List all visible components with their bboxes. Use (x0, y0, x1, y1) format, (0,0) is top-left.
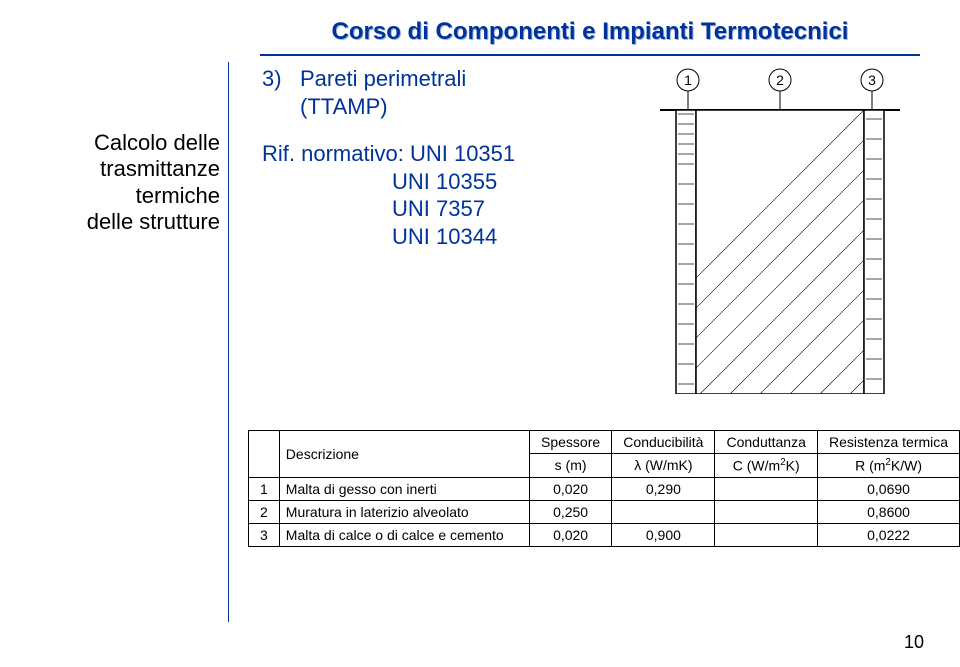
table-header-row-1: Descrizione Spessore Conducibilità Condu… (249, 431, 960, 454)
col-index (249, 431, 280, 478)
cell-desc: Muratura in laterizio alveolato (279, 500, 529, 523)
diagram-label-2: 2 (769, 69, 791, 91)
norm-ref-1: UNI 10351 (410, 141, 515, 166)
svg-text:3: 3 (868, 72, 876, 88)
cell-desc: Malta di calce o di calce e cemento (279, 523, 529, 546)
cell-cond: 0,290 (612, 477, 715, 500)
left-line-4: delle strutture (40, 209, 220, 235)
cell-res: 0,0222 (818, 523, 960, 546)
col-cdt-2: C (W/m2K) (715, 454, 818, 478)
header: Corso di Componenti e Impianti Termotecn… (260, 18, 920, 56)
normative-block: Rif. normativo: UNI 10351 UNI 10355 UNI … (262, 140, 515, 250)
svg-text:2: 2 (776, 72, 784, 88)
left-line-2: trasmittanze (40, 156, 220, 182)
col-cond-2: λ (W/mK) (612, 454, 715, 478)
cell-cdt (715, 523, 818, 546)
norm-prefix: Rif. normativo: (262, 141, 404, 166)
cell-res: 0,8600 (818, 500, 960, 523)
cell-sp: 0,020 (529, 477, 612, 500)
section-subtitle: (TTAMP) (300, 94, 388, 120)
section-title: Pareti perimetrali (300, 66, 466, 92)
page-number: 10 (904, 632, 924, 653)
col-desc: Descrizione (279, 431, 529, 478)
cell-res: 0,0690 (818, 477, 960, 500)
cell-index: 2 (249, 500, 280, 523)
norm-ref-2: UNI 10355 (392, 168, 515, 196)
cell-index: 3 (249, 523, 280, 546)
cell-cond (612, 500, 715, 523)
col-spessore-2: s (m) (529, 454, 612, 478)
col-cdt-1: Conduttanza (715, 431, 818, 454)
cell-cond: 0,900 (612, 523, 715, 546)
svg-text:1: 1 (684, 72, 692, 88)
wall-section-diagram: 1 2 3 (640, 64, 920, 394)
layers-table: Descrizione Spessore Conducibilità Condu… (248, 430, 960, 547)
col-res-2: R (m2K/W) (818, 454, 960, 478)
course-title: Corso di Componenti e Impianti Termotecn… (260, 18, 920, 52)
diagram-label-1: 1 (677, 69, 699, 91)
vertical-rule (228, 62, 229, 622)
left-line-1: Calcolo delle (40, 130, 220, 156)
left-column-heading: Calcolo delle trasmittanze termiche dell… (40, 130, 220, 236)
diagram-label-3: 3 (861, 69, 883, 91)
cell-index: 1 (249, 477, 280, 500)
col-cond-1: Conducibilità (612, 431, 715, 454)
norm-ref-4: UNI 10344 (392, 223, 515, 251)
col-spessore-1: Spessore (529, 431, 612, 454)
cell-desc: Malta di gesso con inerti (279, 477, 529, 500)
cell-sp: 0,250 (529, 500, 612, 523)
table-row: 2Muratura in laterizio alveolato0,250 0,8… (249, 500, 960, 523)
cell-sp: 0,020 (529, 523, 612, 546)
table-row: 1Malta di gesso con inerti0,0200,290 0,06… (249, 477, 960, 500)
cell-cdt (715, 477, 818, 500)
cell-cdt (715, 500, 818, 523)
col-res-1: Resistenza termica (818, 431, 960, 454)
left-line-3: termiche (40, 183, 220, 209)
norm-ref-3: UNI 7357 (392, 195, 515, 223)
table-row: 3Malta di calce o di calce e cemento0,02… (249, 523, 960, 546)
section-number: 3) (262, 66, 282, 92)
title-rule (260, 54, 920, 56)
